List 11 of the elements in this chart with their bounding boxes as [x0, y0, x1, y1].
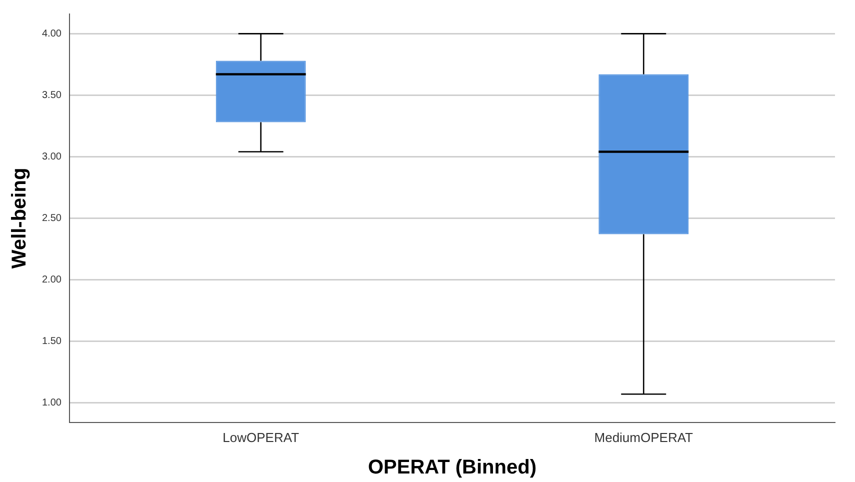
x-tick-label: MediumOPERAT	[594, 430, 694, 445]
y-tick-label: 1.00	[42, 397, 62, 408]
x-tick-label: LowOPERAT	[222, 430, 300, 445]
y-tick-label: 3.00	[42, 151, 62, 162]
y-tick-label: 2.50	[42, 212, 62, 224]
y-axis-title: Well-being	[8, 168, 31, 269]
y-tick-label: 2.00	[42, 274, 62, 286]
y-tick-label: 4.00	[42, 28, 62, 40]
x-axis-title: OPERAT (Binned)	[368, 456, 536, 479]
y-tick-label: 1.50	[42, 336, 62, 347]
y-tick-label: 3.50	[42, 90, 62, 101]
